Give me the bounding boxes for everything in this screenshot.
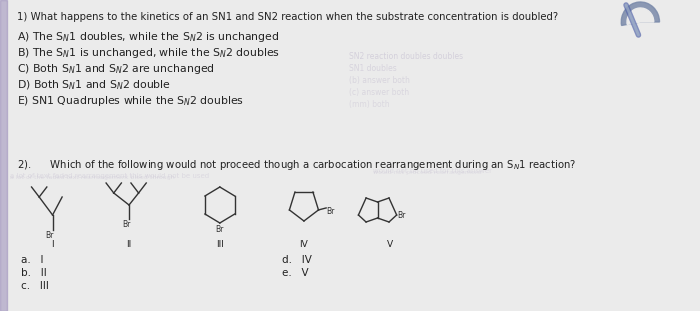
Text: (mm) both: (mm) both xyxy=(349,100,389,109)
Text: would not be used for this answer: would not be used for this answer xyxy=(373,168,492,174)
Bar xyxy=(0,0,7,311)
Text: (c) answer both: (c) answer both xyxy=(349,88,409,97)
Text: c.   III: c. III xyxy=(21,281,49,291)
Text: Br: Br xyxy=(46,231,54,240)
Text: Br: Br xyxy=(216,225,224,234)
Text: a lot of the faded text rearrangement bleed through: a lot of the faded text rearrangement bl… xyxy=(10,175,174,180)
Text: SN1 doubles: SN1 doubles xyxy=(349,64,397,73)
Text: I: I xyxy=(51,240,54,249)
Text: e.   V: e. V xyxy=(282,268,309,278)
Text: a.   I: a. I xyxy=(21,255,43,265)
Text: C) Both S$_{N}$1 and S$_{N}$2 are unchanged: C) Both S$_{N}$1 and S$_{N}$2 are unchan… xyxy=(18,62,215,76)
Text: V: V xyxy=(387,240,393,249)
Text: III: III xyxy=(216,240,224,249)
Text: SN2 reaction doubles doubles: SN2 reaction doubles doubles xyxy=(349,52,463,61)
Text: 1) What happens to the kinetics of an SN1 and SN2 reaction when the substrate co: 1) What happens to the kinetics of an SN… xyxy=(18,12,559,22)
Text: E) SN1 Quadruples while the S$_{N}$2 doubles: E) SN1 Quadruples while the S$_{N}$2 dou… xyxy=(18,94,244,108)
Text: b.   II: b. II xyxy=(21,268,47,278)
Text: A) The S$_{N}$1 doubles, while the S$_{N}$2 is unchanged: A) The S$_{N}$1 doubles, while the S$_{N… xyxy=(18,30,280,44)
Text: would not proceed rearrangement: would not proceed rearrangement xyxy=(373,170,481,175)
Text: IV: IV xyxy=(300,240,308,249)
Text: II: II xyxy=(127,240,132,249)
Wedge shape xyxy=(622,2,659,26)
Text: Br: Br xyxy=(326,207,335,216)
Text: Br: Br xyxy=(122,220,130,229)
Text: 2).      Which of the following would not proceed though a carbocation rearrange: 2). Which of the following would not pro… xyxy=(18,158,577,172)
Text: (b) answer both: (b) answer both xyxy=(349,76,410,85)
Text: D) Both S$_{N}$1 and S$_{N}$2 double: D) Both S$_{N}$1 and S$_{N}$2 double xyxy=(18,78,172,92)
Text: B) The S$_{N}$1 is unchanged, while the S$_{N}$2 doubles: B) The S$_{N}$1 is unchanged, while the … xyxy=(18,46,280,60)
Wedge shape xyxy=(627,8,654,25)
Text: d.   IV: d. IV xyxy=(282,255,312,265)
Text: Br: Br xyxy=(398,211,406,220)
Text: a lot of text faded rearrangement this would not be used: a lot of text faded rearrangement this w… xyxy=(10,173,209,179)
